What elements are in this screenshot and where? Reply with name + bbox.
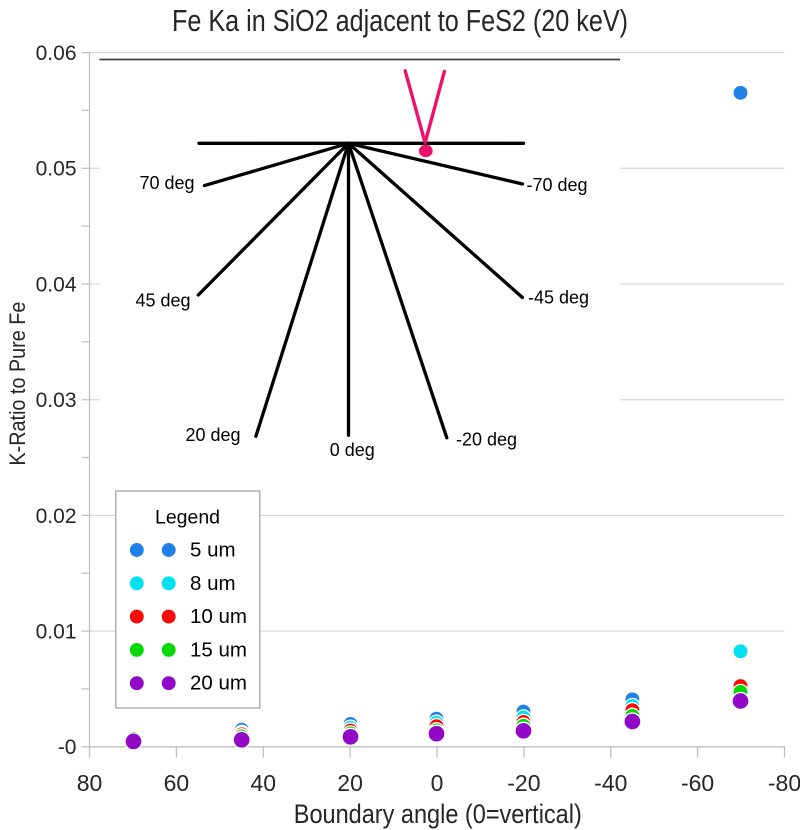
svg-text:0.03: 0.03 <box>36 389 77 412</box>
svg-text:-45 deg: -45 deg <box>528 288 589 308</box>
svg-text:Boundary angle (0=vertical): Boundary angle (0=vertical) <box>294 799 582 829</box>
svg-text:0.04: 0.04 <box>36 273 77 296</box>
svg-text:45 deg: 45 deg <box>135 291 190 311</box>
svg-text:Fe Ka in SiO2 adjacent to FeS2: Fe Ka in SiO2 adjacent to FeS2 (20 keV) <box>172 3 628 38</box>
svg-text:0.01: 0.01 <box>36 621 77 644</box>
svg-text:8 um: 8 um <box>190 572 236 595</box>
svg-text:0.05: 0.05 <box>36 158 77 181</box>
svg-text:15 um: 15 um <box>190 638 247 661</box>
svg-text:-60: -60 <box>681 770 714 796</box>
svg-text:0: 0 <box>431 770 444 796</box>
svg-text:20 um: 20 um <box>190 672 247 695</box>
svg-text:-70 deg: -70 deg <box>526 175 587 195</box>
svg-text:-0: -0 <box>58 736 77 759</box>
svg-text:-20 deg: -20 deg <box>456 429 517 449</box>
svg-text:70 deg: 70 deg <box>139 173 194 193</box>
svg-text:Legend: Legend <box>155 508 220 529</box>
svg-text:K-Ratio to Pure Fe: K-Ratio to Pure Fe <box>5 302 30 466</box>
svg-text:80: 80 <box>77 770 103 796</box>
svg-text:0.02: 0.02 <box>36 505 77 528</box>
svg-text:5 um: 5 um <box>190 539 236 562</box>
svg-text:-80: -80 <box>768 770 800 796</box>
svg-text:0.06: 0.06 <box>36 42 77 65</box>
svg-text:20: 20 <box>337 770 363 796</box>
svg-text:-20: -20 <box>507 770 540 796</box>
svg-text:20 deg: 20 deg <box>185 425 240 445</box>
svg-text:40: 40 <box>251 770 277 796</box>
svg-text:-40: -40 <box>594 770 627 796</box>
svg-text:60: 60 <box>164 770 190 796</box>
svg-text:10 um: 10 um <box>190 605 247 628</box>
svg-text:0 deg: 0 deg <box>330 440 375 460</box>
